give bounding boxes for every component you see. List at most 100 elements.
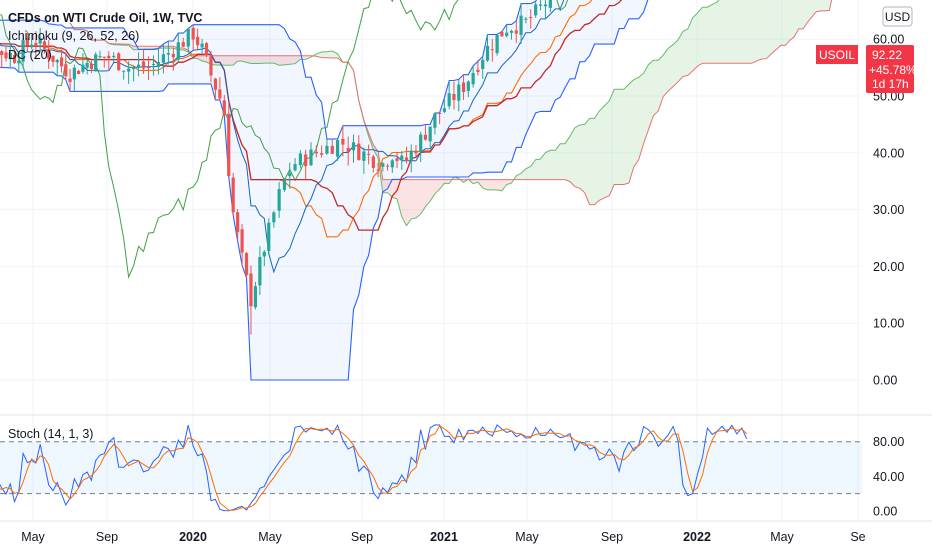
candle-body — [277, 189, 281, 211]
stoch-tick-label: 40.00 — [873, 470, 904, 484]
cloud-segment — [623, 83, 629, 185]
cloud-segment — [820, 0, 826, 11]
cloud-segment — [444, 179, 450, 184]
cloud-segment — [712, 1, 718, 64]
candle-body — [442, 108, 446, 112]
cloud-segment — [439, 179, 445, 190]
stoch-tick-label: 0.00 — [873, 505, 897, 519]
cloud-segment — [648, 60, 654, 130]
candle-body — [89, 63, 94, 69]
stoch-tick-label: 80.00 — [873, 435, 904, 449]
cloud-segment — [516, 173, 522, 180]
cloud-segment — [482, 179, 488, 190]
cloud-segment — [794, 0, 799, 37]
candle-body — [21, 40, 25, 62]
cloud-segment — [525, 166, 531, 180]
ichimoku-cloud — [70, 0, 832, 226]
cloud-segment — [233, 55, 238, 66]
candle-body — [64, 64, 68, 77]
cloud-segment — [228, 55, 234, 66]
cloud-segment — [197, 55, 203, 61]
candle-body — [136, 64, 141, 68]
cloud-segment — [401, 179, 407, 226]
dc-upper-line — [0, 0, 538, 140]
candle-body — [519, 15, 523, 35]
candle-body — [272, 212, 276, 223]
time-tick-label: May — [770, 530, 794, 544]
cloud-segment — [268, 55, 274, 64]
candle-body — [395, 158, 399, 161]
cloud-segment — [497, 179, 502, 191]
bar-countdown: 1d 17h — [872, 77, 909, 91]
cloud-segment — [628, 79, 634, 184]
candle-body — [438, 113, 442, 115]
cloud-segment — [781, 0, 786, 46]
candle-body — [122, 70, 126, 72]
cloud-segment — [555, 143, 561, 180]
cloud-segment — [521, 168, 526, 180]
candle-body — [335, 139, 340, 157]
price-tick-label: 60.00 — [873, 33, 904, 47]
time-tick-label: 2021 — [430, 530, 458, 544]
candle-body — [351, 142, 356, 151]
dc-band — [0, 0, 648, 380]
cloud-segment — [430, 179, 435, 202]
cloud-segment — [731, 0, 737, 64]
candle-body — [51, 55, 55, 62]
candle-body — [141, 61, 146, 69]
candle-body — [267, 222, 271, 251]
cloud-segment — [237, 55, 243, 62]
candle-body — [236, 212, 240, 233]
cloud-segment — [569, 127, 575, 187]
time-tick-label: 2022 — [683, 530, 711, 544]
candle-body — [262, 251, 266, 257]
currency-button[interactable] — [882, 6, 913, 27]
candle-body — [25, 37, 29, 46]
chikou-line — [0, 0, 569, 279]
candle-body — [314, 151, 318, 154]
cloud-segment — [668, 44, 674, 92]
candle-body — [42, 41, 47, 49]
candle-body — [534, 4, 538, 16]
time-tick-label: 2020 — [179, 530, 207, 544]
candle-body — [282, 179, 287, 190]
candle-body — [102, 56, 106, 58]
candle-body — [509, 30, 514, 33]
cloud-segment — [406, 179, 412, 226]
cloud-segment — [492, 179, 498, 190]
cloud-segment — [501, 179, 507, 191]
candle-body — [127, 68, 131, 72]
time-tick-label: Sep — [351, 530, 373, 544]
candle-body — [481, 59, 485, 69]
dc-legend: DC (20) — [8, 48, 52, 62]
cloud-segment — [766, 0, 772, 59]
indicator-lines — [0, 0, 833, 381]
candle-body — [404, 157, 409, 160]
candle-body — [107, 55, 111, 59]
candle-body — [476, 69, 480, 73]
price-change: +45.78% — [869, 63, 917, 77]
candle-body — [156, 61, 161, 67]
candle-body — [414, 150, 418, 154]
cloud-segment — [736, 0, 742, 64]
time-tick-label: Sep — [96, 530, 118, 544]
stoch-k-line — [0, 424, 748, 512]
cloud-segment — [663, 48, 669, 97]
candle-body — [85, 62, 89, 68]
candle-body — [538, 4, 543, 6]
candle-body — [146, 66, 151, 68]
candle-body — [371, 156, 375, 168]
cloud-segment — [289, 55, 296, 65]
price-tick-label: 0.00 — [873, 374, 897, 388]
candle-body — [529, 16, 533, 19]
cloud-segment — [550, 150, 556, 180]
cloud-segment — [594, 110, 600, 205]
price-tick-label: 10.00 — [873, 317, 904, 331]
cloud-segment — [387, 179, 393, 198]
candle-body — [400, 155, 404, 160]
candle-body — [309, 149, 313, 166]
candle-body — [258, 256, 262, 286]
cloud-segment — [321, 51, 327, 58]
candle-body — [112, 55, 116, 58]
cloud-segment — [373, 145, 379, 158]
